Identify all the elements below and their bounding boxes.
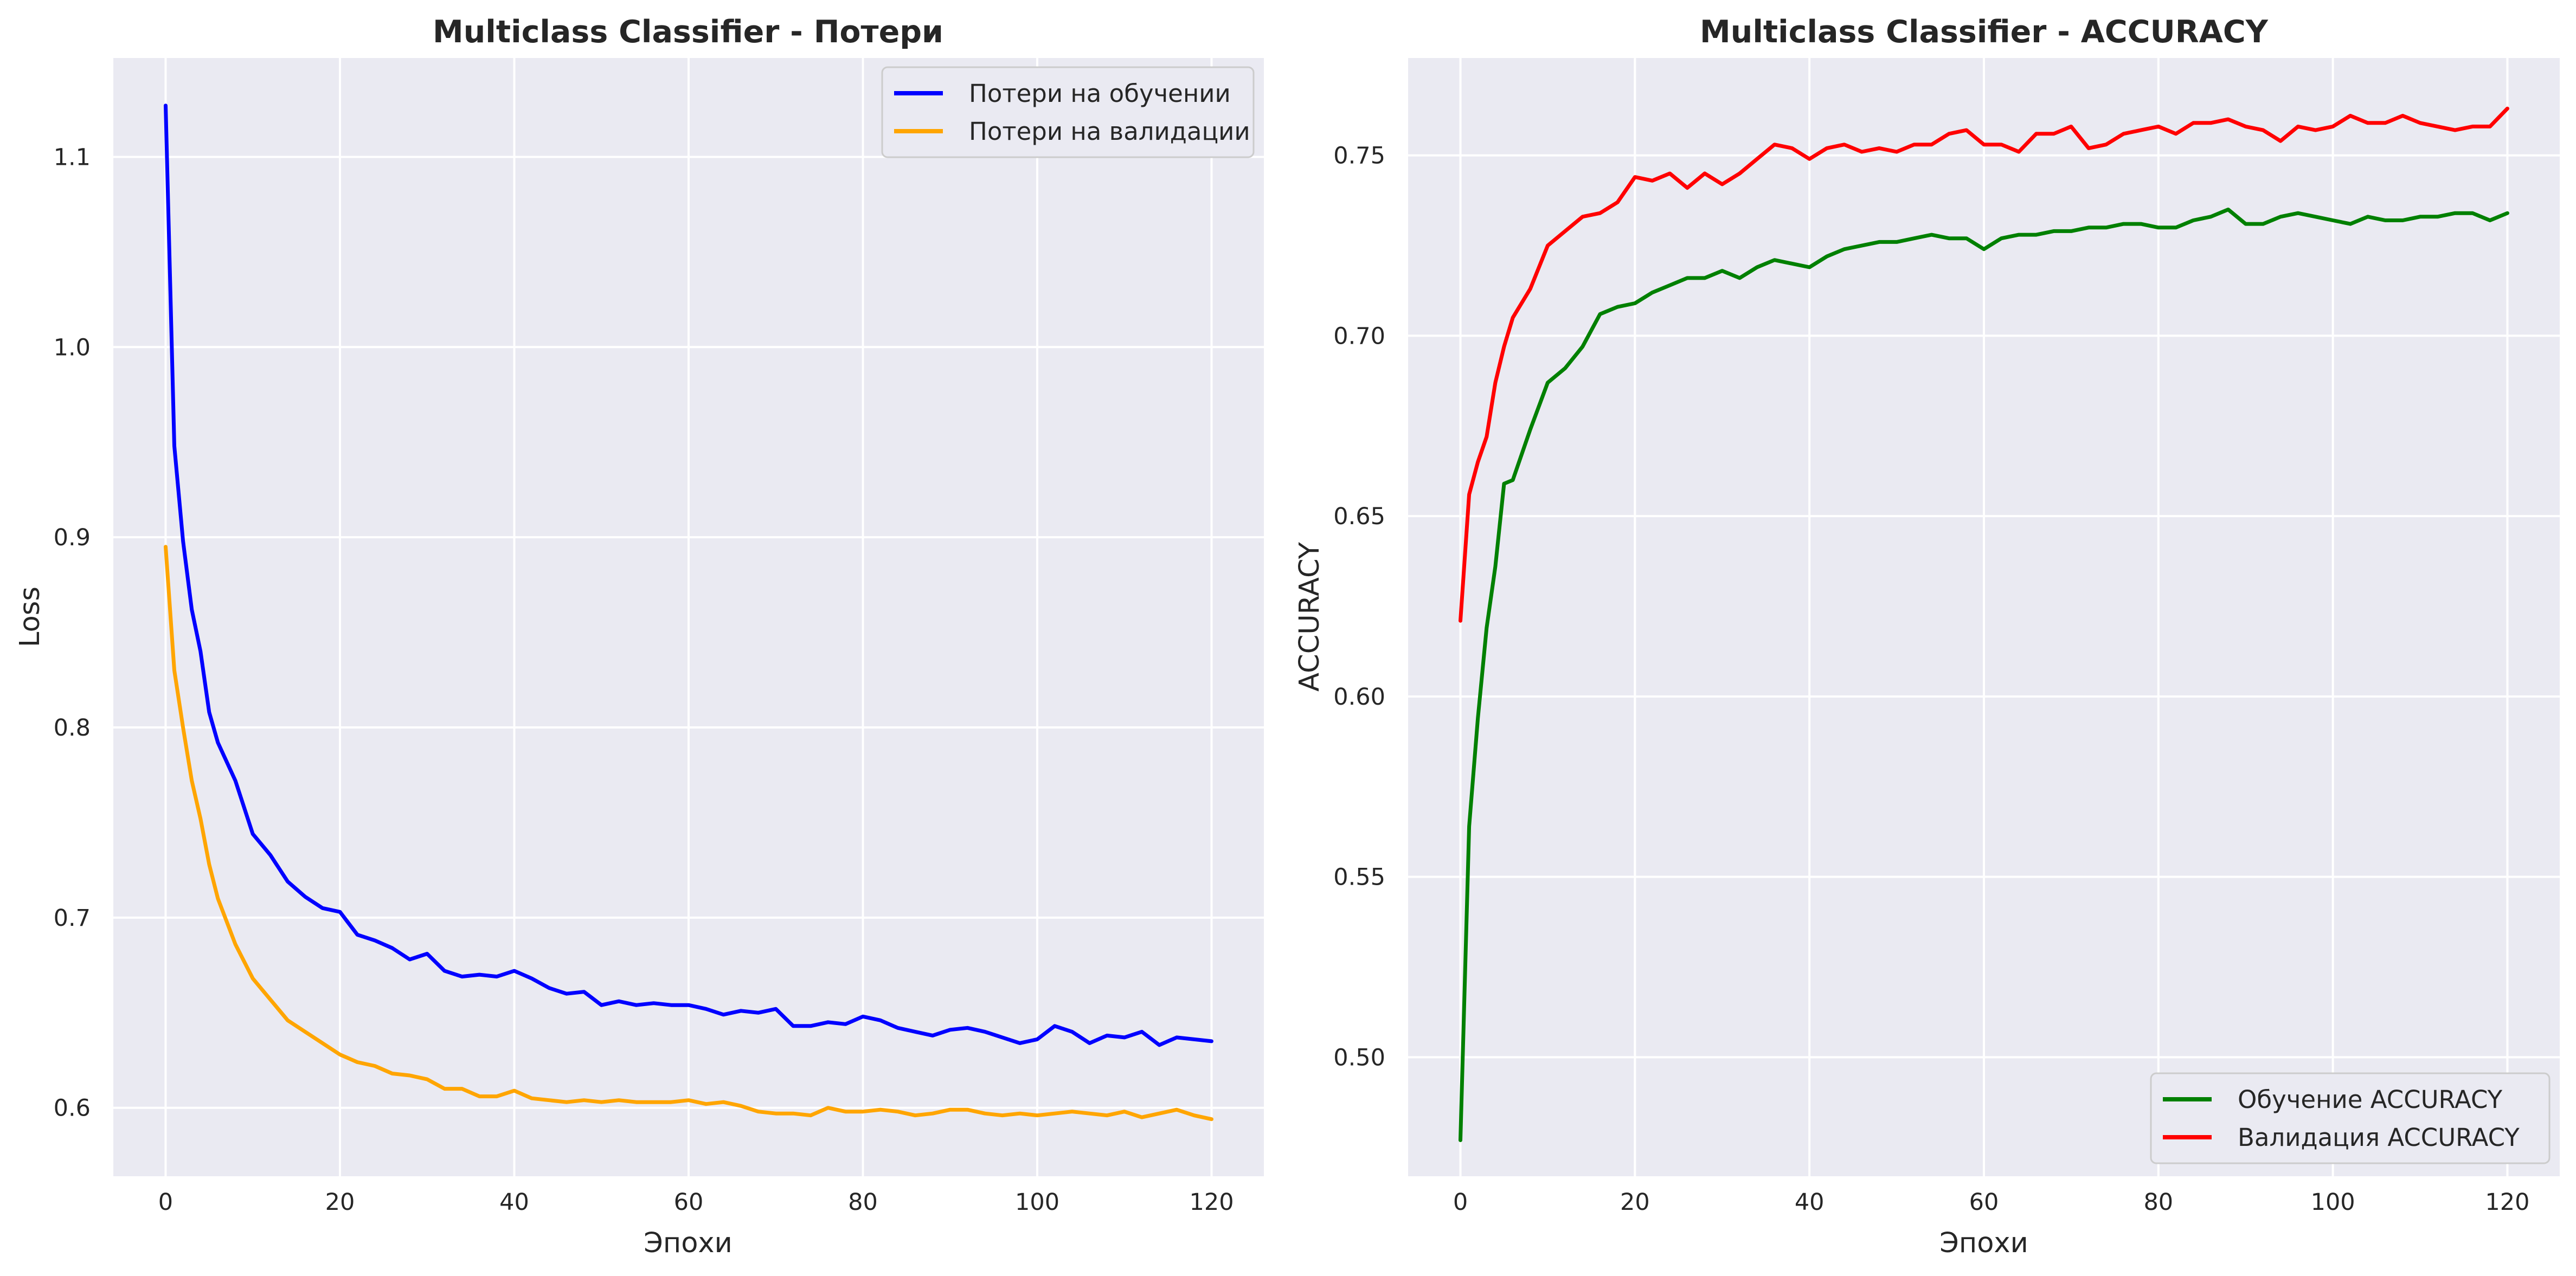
accuracy-y-tick-label: 0.60 [1333,684,1385,711]
loss-legend: Потери на обучении Потери на валидации [881,66,1255,158]
accuracy-legend-label-val: Валидация ACCURACY [2238,1123,2520,1152]
loss-x-tick-label: 120 [1190,1189,1234,1216]
loss-y-tick-label: 0.7 [54,905,91,932]
loss-series-val-line [164,545,1213,1122]
accuracy-legend: Обучение ACCURACY Валидация ACCURACY [2150,1072,2551,1164]
accuracy-y-tick-label: 0.70 [1333,323,1385,350]
accuracy-x-tick-label: 0 [1453,1189,1468,1216]
accuracy-x-tick-label: 60 [1969,1189,1999,1216]
loss-chart-title: Multiclass Classifier - Потери [433,14,943,50]
loss-grid [113,58,1264,1176]
loss-y-tick-label: 0.6 [54,1095,91,1122]
accuracy-y-tick-label: 0.50 [1333,1044,1385,1071]
loss-y-axis-label: Loss [14,587,46,647]
accuracy-y-axis-label: ACCURACY [1294,542,1326,692]
loss-series-train-line [164,104,1213,1047]
accuracy-ticks: 0 20 40 60 80 100 120 0.50 0.55 0.60 0.65 0.70 0.75 [1333,143,2529,1216]
loss-legend-label-val: Потери на валидации [969,117,1250,146]
accuracy-x-tick-label: 120 [2485,1189,2529,1216]
loss-legend-box [881,66,1255,158]
loss-x-tick-label: 0 [158,1189,173,1216]
loss-y-tick-label: 0.8 [54,714,91,742]
loss-x-tick-label: 100 [1015,1189,1059,1216]
accuracy-x-tick-label: 80 [2143,1189,2173,1216]
accuracy-x-tick-label: 100 [2311,1189,2355,1216]
accuracy-y-tick-label: 0.55 [1333,864,1385,891]
accuracy-x-tick-label: 40 [1795,1189,1825,1216]
loss-y-tick-label: 1.0 [54,334,91,361]
accuracy-series-train-line [1459,208,2509,1142]
loss-x-tick-label: 40 [499,1189,529,1216]
accuracy-chart-title: Multiclass Classifier - ACCURACY [1700,14,2269,50]
accuracy-legend-box [2150,1072,2551,1164]
accuracy-chart: Multiclass Classifier - ACCURACY 0 20 40 60… [1294,14,2560,1259]
loss-chart: Multiclass Classifier - Потери 0 20 40 60 80… [14,14,1264,1259]
loss-x-tick-label: 20 [325,1189,355,1216]
accuracy-y-tick-label: 0.65 [1333,503,1385,530]
accuracy-grid [1408,58,2560,1176]
accuracy-x-tick-label: 20 [1620,1189,1650,1216]
loss-x-tick-label: 60 [674,1189,704,1216]
loss-series-layer [164,104,1213,1122]
loss-ticks: 0 20 40 60 80 100 120 0.6 0.7 0.8 0.9 1.0 1.1 [54,144,1234,1216]
accuracy-series-val-line [1459,106,2509,623]
accuracy-y-tick-label: 0.75 [1333,143,1385,170]
loss-y-tick-label: 0.9 [54,524,91,551]
accuracy-legend-label-train: Обучение ACCURACY [2238,1085,2503,1114]
loss-legend-label-train: Потери на обучении [969,79,1231,108]
accuracy-series-layer [1459,106,2509,1142]
loss-x-tick-label: 80 [848,1189,878,1216]
loss-x-axis-label: Эпохи [644,1227,732,1259]
loss-y-tick-label: 1.1 [54,144,91,171]
accuracy-x-axis-label: Эпохи [1939,1227,2028,1259]
